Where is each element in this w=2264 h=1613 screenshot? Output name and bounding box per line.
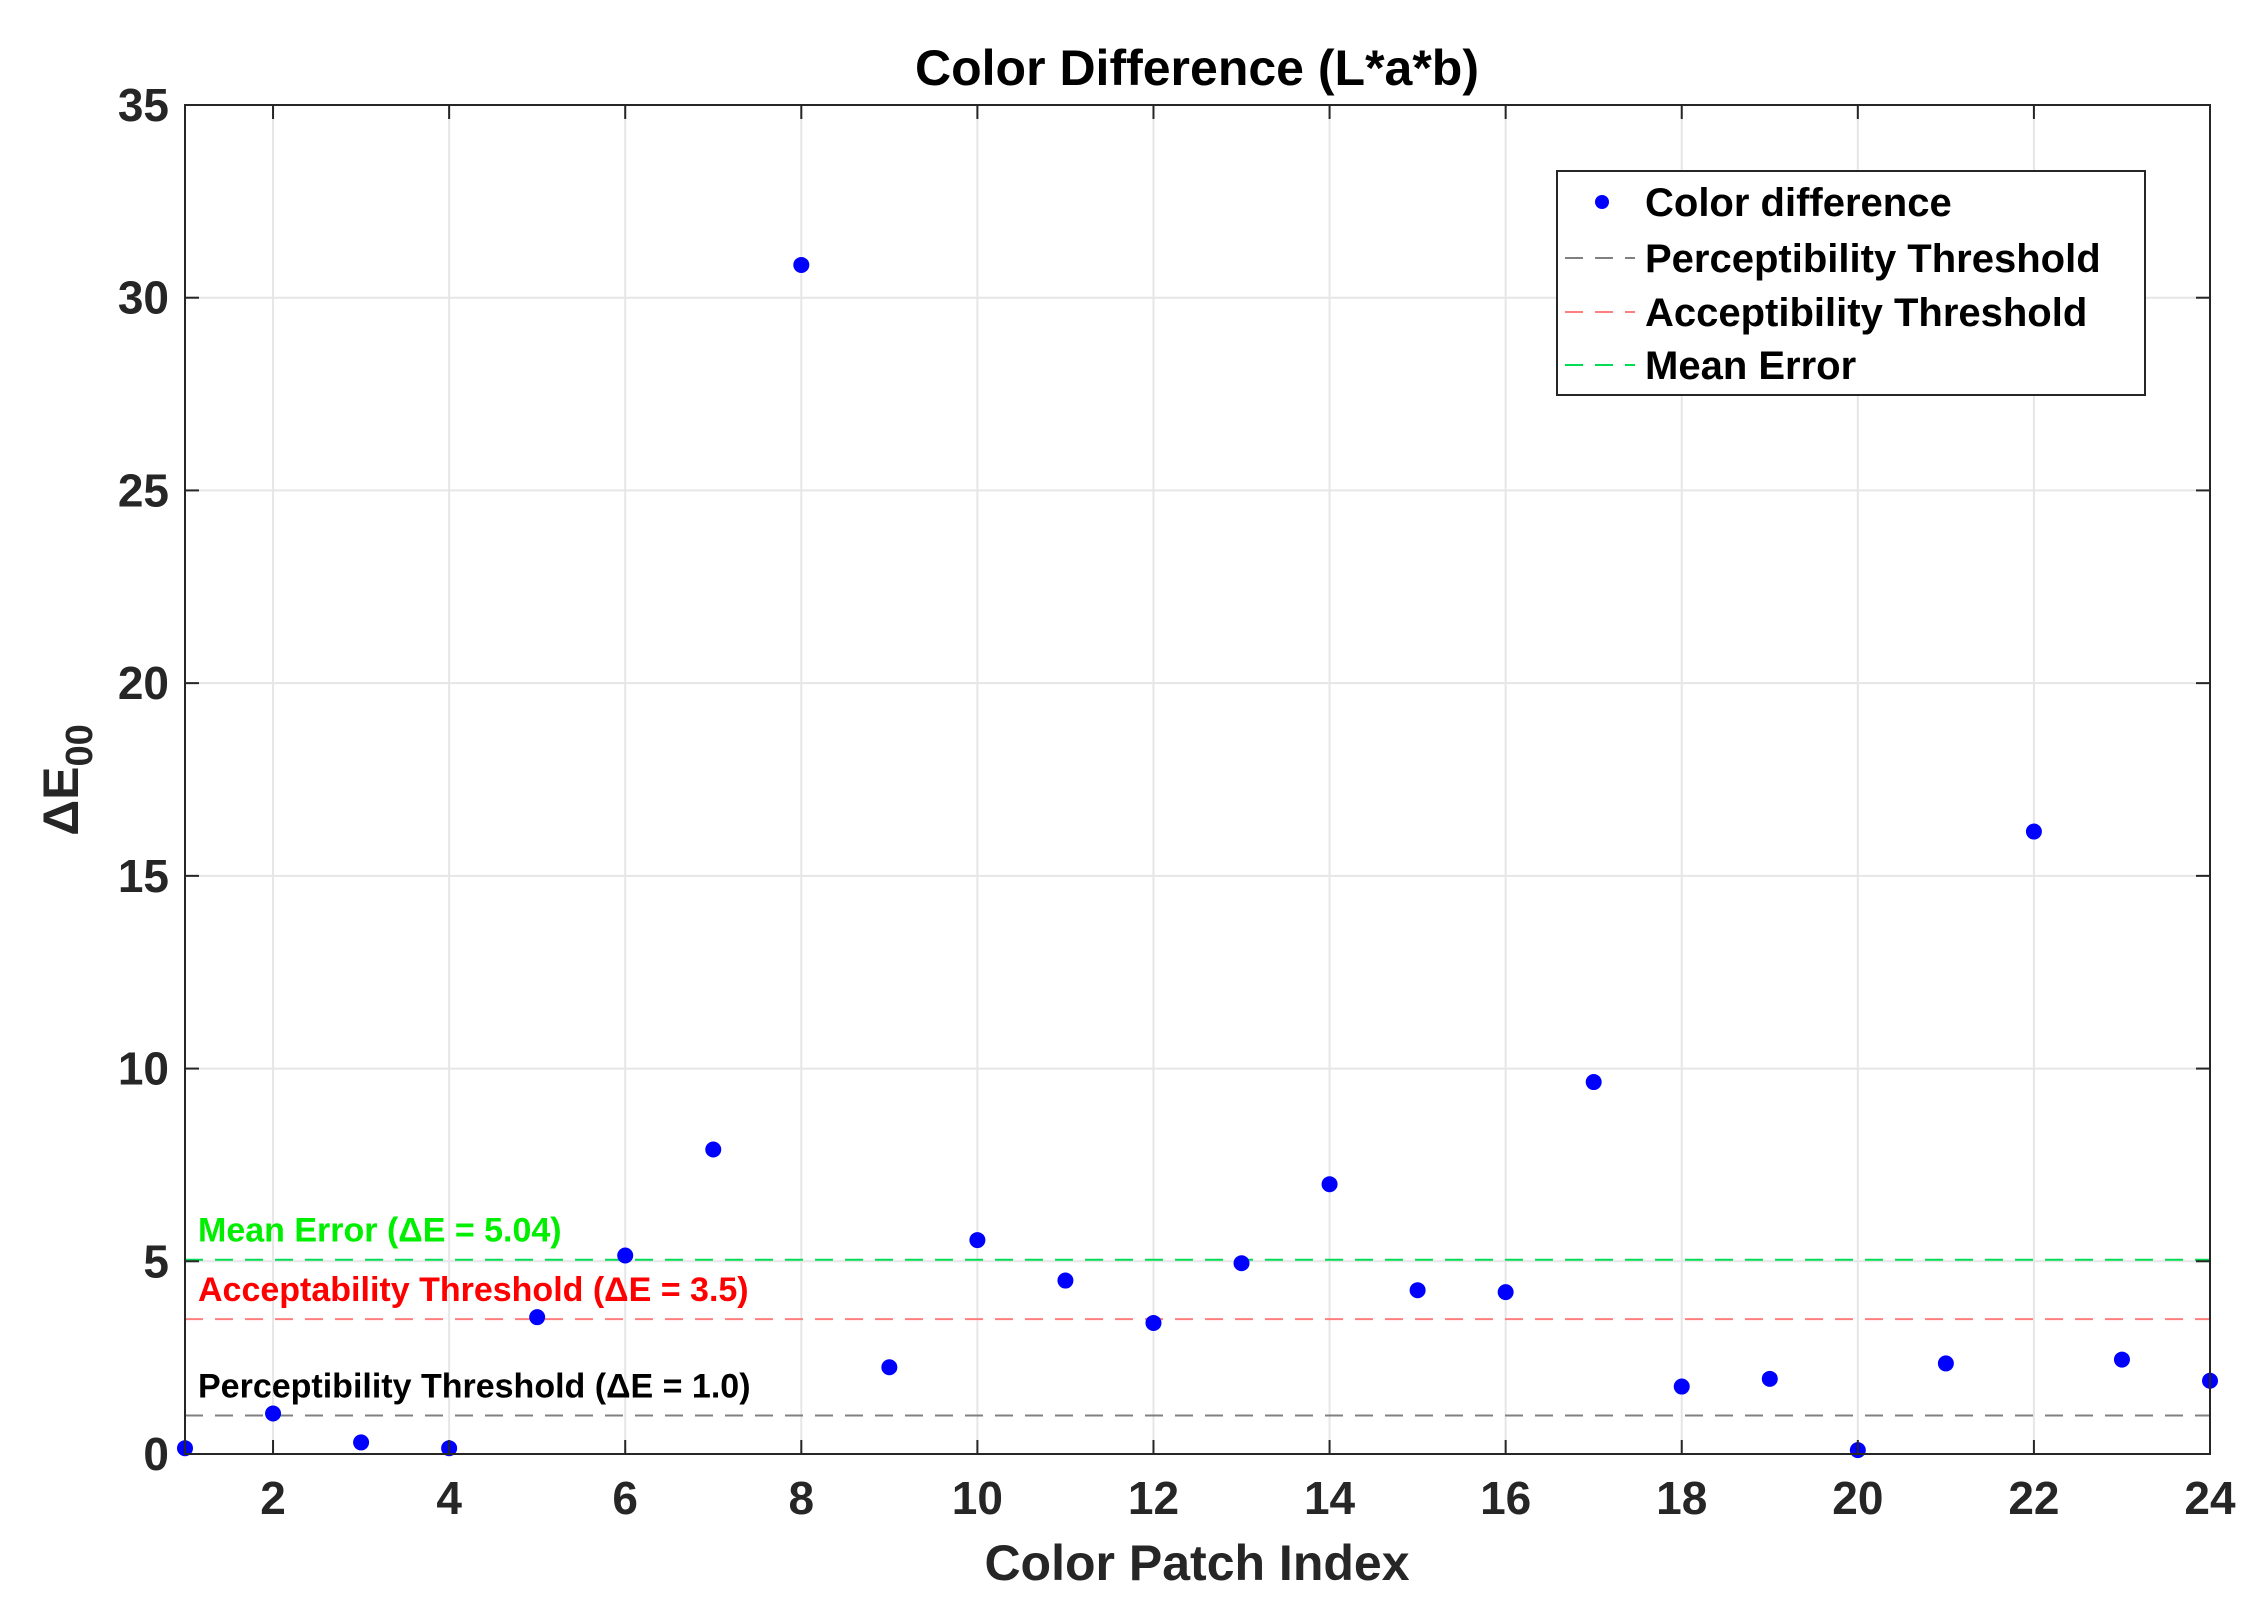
x-tick-label: 22 xyxy=(2008,1472,2059,1524)
legend-marker-color-difference xyxy=(1595,195,1609,209)
data-point xyxy=(793,256,810,273)
x-tick-label: 2 xyxy=(260,1472,286,1524)
y-tick-label: 15 xyxy=(118,850,169,902)
legend-label-perceptibility: Perceptibility Threshold xyxy=(1645,237,2101,281)
y-tick-label: 0 xyxy=(143,1428,169,1480)
data-point xyxy=(1761,1370,1778,1387)
y-tick-label: 30 xyxy=(118,272,169,324)
data-points xyxy=(177,256,2218,1459)
reference-line-annotation: Acceptability Threshold (ΔE = 3.5) xyxy=(198,1271,749,1309)
data-point xyxy=(1937,1355,1954,1372)
data-point xyxy=(1497,1284,1514,1301)
legend-label-color-difference: Color difference xyxy=(1645,181,1952,225)
legend-label-acceptibility: Acceptibility Threshold xyxy=(1645,291,2087,335)
y-tick-label: 10 xyxy=(118,1043,169,1095)
data-point xyxy=(1057,1272,1074,1289)
y-axis-ticks: 0 5 10 15 20 25 30 35 xyxy=(118,79,2210,1480)
data-point xyxy=(1585,1074,1602,1091)
x-tick-label: 4 xyxy=(436,1472,462,1524)
reference-annotations: Perceptibility Threshold (ΔE = 1.0) Accep… xyxy=(198,1212,751,1406)
reference-line-annotation: Perceptibility Threshold (ΔE = 1.0) xyxy=(198,1367,751,1405)
reference-lines xyxy=(185,1258,2210,1417)
x-tick-label: 24 xyxy=(2184,1472,2236,1524)
data-point xyxy=(529,1309,546,1326)
y-tick-label: 20 xyxy=(118,657,169,709)
chart-title: Color Difference (L*a*b) xyxy=(915,40,1479,96)
x-tick-label: 14 xyxy=(1304,1472,1356,1524)
data-point xyxy=(1673,1378,1690,1395)
x-tick-label: 12 xyxy=(1128,1472,1179,1524)
data-point xyxy=(2113,1351,2130,1368)
x-tick-label: 10 xyxy=(952,1472,1003,1524)
data-point xyxy=(1321,1176,1338,1193)
y-axis-title: ΔE00 xyxy=(33,724,101,836)
legend: Color difference Perceptibility Threshol… xyxy=(1556,170,2146,396)
x-axis-title: Color Patch Index xyxy=(984,1535,1409,1591)
legend-box xyxy=(1556,170,2146,396)
legend-label-mean-error: Mean Error xyxy=(1645,344,1856,388)
y-tick-label: 35 xyxy=(118,79,169,131)
svg-text:ΔE00: ΔE00 xyxy=(33,724,101,836)
data-point xyxy=(2025,823,2042,840)
x-tick-label: 6 xyxy=(612,1472,638,1524)
y-tick-label: 5 xyxy=(143,1235,169,1287)
data-point xyxy=(881,1359,898,1376)
data-point xyxy=(353,1434,370,1451)
data-point xyxy=(265,1405,282,1422)
reference-line-annotation: Mean Error (ΔE = 5.04) xyxy=(198,1212,562,1250)
data-point xyxy=(1233,1255,1250,1272)
x-axis-ticks: 2 4 6 8 10 12 14 16 18 20 22 24 xyxy=(260,105,2236,1524)
x-tick-label: 16 xyxy=(1480,1472,1531,1524)
y-axis-title-main: ΔE xyxy=(33,766,89,835)
data-point xyxy=(969,1232,986,1249)
x-tick-label: 18 xyxy=(1656,1472,1707,1524)
data-point xyxy=(617,1247,634,1264)
grid xyxy=(185,105,2210,1454)
data-point xyxy=(705,1141,722,1158)
x-tick-label: 20 xyxy=(1832,1472,1883,1524)
y-axis-title-sub: 00 xyxy=(59,724,101,766)
plot-frame xyxy=(184,104,2211,1455)
y-tick-label: 25 xyxy=(118,464,169,516)
data-point xyxy=(1409,1282,1426,1299)
x-tick-label: 8 xyxy=(789,1472,815,1524)
data-point xyxy=(1145,1314,1162,1331)
